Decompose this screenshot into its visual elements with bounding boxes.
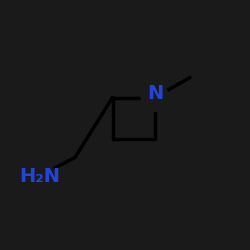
Text: H₂N: H₂N <box>20 167 60 186</box>
Circle shape <box>141 84 169 111</box>
Circle shape <box>22 160 55 192</box>
Text: N: N <box>147 84 163 103</box>
